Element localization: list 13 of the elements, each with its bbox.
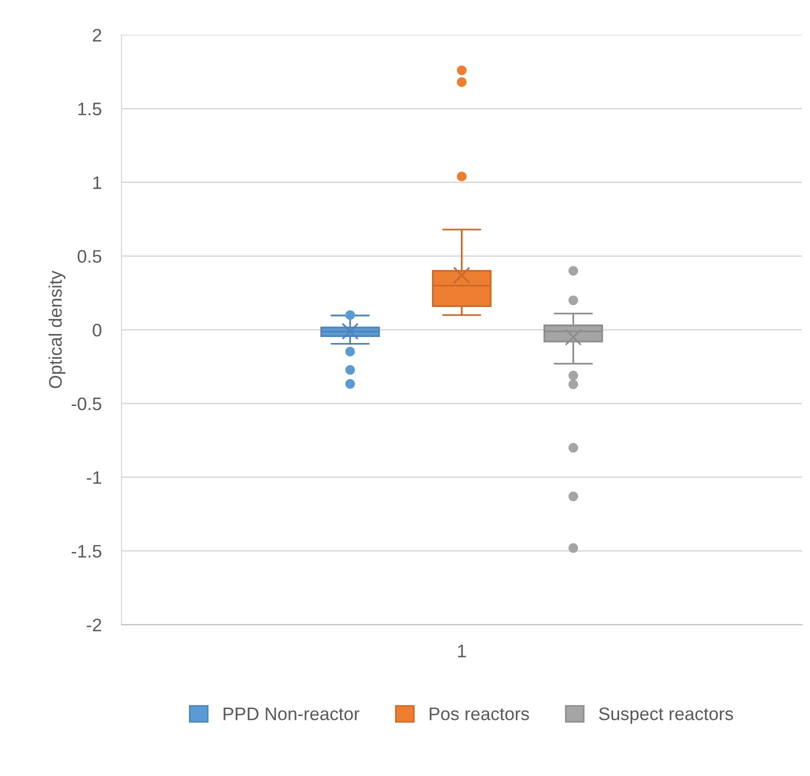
legend-label: PPD Non-reactor [224,708,360,720]
y-tick-label: -2 [86,618,102,632]
y-tick-label: -0.5 [72,397,102,410]
legend-label: Pos reactors [430,708,529,720]
y-tick-label: 0 [92,324,102,337]
y-axis-title: Optical density [48,270,66,388]
y-tick-label: 1.5 [78,102,102,116]
y-tick-label: -1 [86,471,102,484]
y-tick-label: 1 [93,176,102,189]
y-tick-label: -1.5 [72,545,102,558]
y-tick-label: 0.5 [78,250,102,263]
legend-label: Suspect reactors [599,707,734,724]
y-tick-label: 2 [92,28,102,42]
